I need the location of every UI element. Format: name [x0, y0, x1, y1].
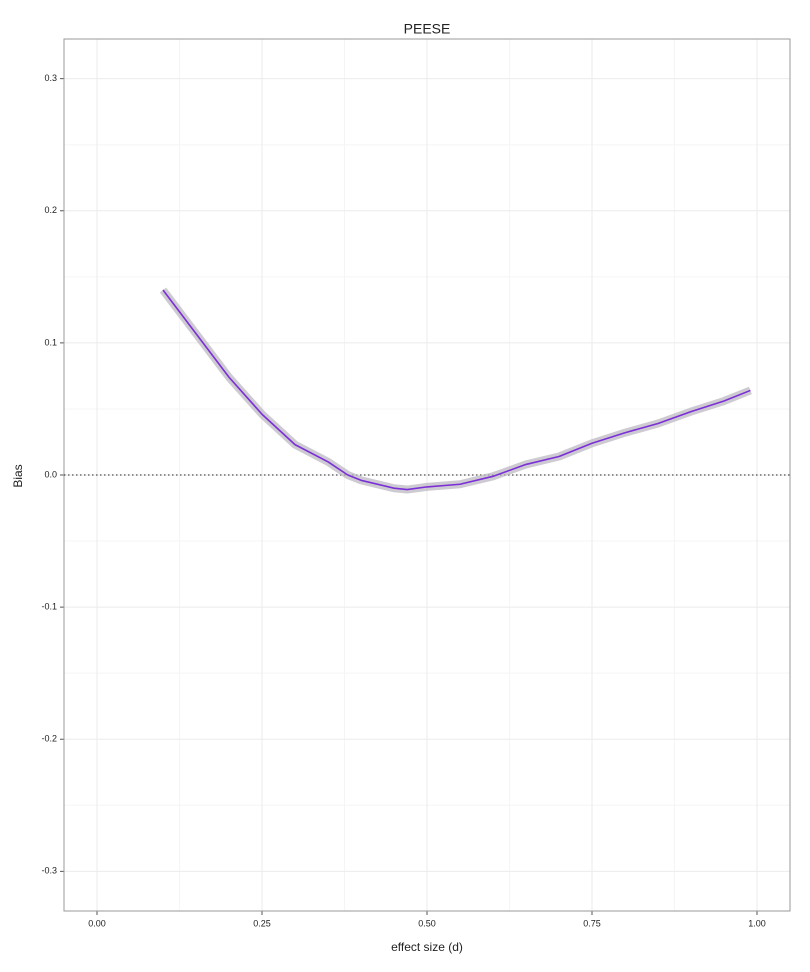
y-tick-label: -0.1 — [41, 601, 57, 611]
y-tick-label: 0.3 — [44, 73, 57, 83]
x-tick-label: 0.50 — [418, 918, 436, 928]
y-tick-label: -0.3 — [41, 866, 57, 876]
y-axis-label: Bias — [11, 464, 25, 487]
x-tick-label: 0.00 — [88, 918, 106, 928]
x-tick-label: 1.00 — [748, 918, 766, 928]
y-tick-label: -0.2 — [41, 734, 57, 744]
chart-title: PEESE — [404, 21, 451, 37]
confidence-band — [159, 287, 752, 494]
y-tick-label: 0.0 — [44, 469, 57, 479]
x-axis-label: effect size (d) — [391, 940, 463, 954]
line — [162, 289, 751, 491]
x-tick-label: 0.75 — [583, 918, 601, 928]
y-tick-label: 0.1 — [44, 337, 57, 347]
x-tick-label: 0.25 — [253, 918, 271, 928]
y-tick-label: 0.2 — [44, 205, 57, 215]
